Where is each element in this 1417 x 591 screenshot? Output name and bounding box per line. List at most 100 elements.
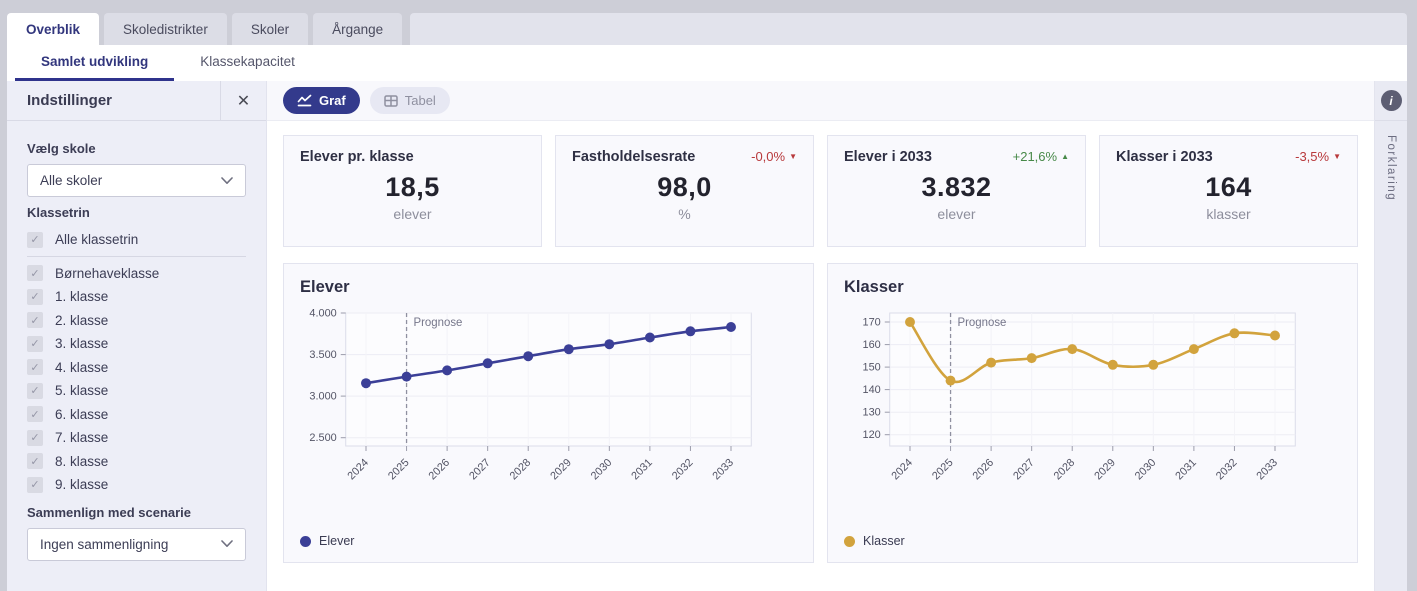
svg-text:2026: 2026 [427, 457, 453, 483]
svg-text:170: 170 [863, 316, 881, 328]
svg-text:2026: 2026 [971, 457, 997, 483]
checkbox-checked-icon[interactable]: ✓ [27, 335, 43, 352]
info-button[interactable]: i [1375, 81, 1407, 121]
chart-row: Elever 2.500 3.000 3.500 4.000 2024 2025 2026 2… [283, 263, 1358, 563]
chevron-down-icon [221, 176, 233, 184]
sidebar-title: Indstillinger [27, 92, 113, 109]
kpi-value: 98,0 [657, 172, 712, 202]
checkbox-boernehaveklasse[interactable]: ✓ Børnehaveklasse [27, 262, 246, 286]
checkbox-2-klasse[interactable]: ✓ 2. klasse [27, 309, 246, 333]
svg-text:3.000: 3.000 [309, 391, 336, 403]
checkbox-label: 8. klasse [55, 453, 109, 469]
tab-overblik[interactable]: Overblik [7, 13, 100, 46]
checkbox-label: 2. klasse [55, 312, 109, 328]
subtab-samlet-udvikling[interactable]: Samlet udvikling [15, 45, 175, 81]
checkbox-checked-icon[interactable]: ✓ [27, 382, 43, 399]
klassetrin-divider [27, 255, 246, 257]
settings-sidebar: Indstillinger ✕ Vælg skole Alle skoler K… [7, 81, 267, 591]
svg-text:150: 150 [863, 362, 881, 374]
table-icon [383, 94, 398, 107]
kpi-card-elever-2033: Elever i 2033 +21,6% ▲ 3.832 elever [827, 135, 1086, 247]
svg-text:120: 120 [863, 429, 881, 441]
checkbox-checked-icon[interactable]: ✓ [27, 312, 43, 329]
tab-skoler[interactable]: Skoler [231, 13, 309, 45]
sidebar-header: Indstillinger ✕ [7, 81, 266, 121]
scenario-select[interactable]: Ingen sammenligning [27, 527, 246, 561]
checkbox-checked-icon[interactable]: ✓ [27, 288, 43, 305]
kpi-unit: elever [937, 206, 976, 222]
dashboard-content: Elever pr. klasse 18,5 elever Fastholdel… [267, 121, 1374, 591]
checkbox-label: Alle klassetrin [55, 232, 139, 248]
legend-dot-klasser [844, 535, 855, 547]
tab-bar-filler [410, 13, 1407, 45]
checkbox-checked-icon[interactable]: ✓ [27, 265, 43, 282]
kpi-title: Elever i 2033 [844, 149, 932, 165]
svg-text:2029: 2029 [1092, 457, 1118, 483]
checkbox-checked-icon[interactable]: ✓ [27, 453, 43, 470]
checkbox-4-klasse[interactable]: ✓ 4. klasse [27, 356, 246, 380]
svg-text:2032: 2032 [670, 457, 696, 483]
svg-text:2031: 2031 [629, 457, 655, 483]
kpi-delta-badge: -0,0% ▼ [751, 149, 797, 164]
subtab-klassekapacitet[interactable]: Klassekapacitet [200, 54, 295, 69]
checkbox-7-klasse[interactable]: ✓ 7. klasse [27, 426, 246, 450]
kpi-unit: % [678, 206, 691, 222]
checkbox-3-klasse[interactable]: ✓ 3. klasse [27, 332, 246, 356]
checkbox-6-klasse[interactable]: ✓ 6. klasse [27, 403, 246, 427]
legend-label: Klasser [863, 534, 905, 548]
chart-title: Elever [300, 278, 350, 296]
checkbox-label: 6. klasse [55, 406, 109, 422]
svg-text:2024: 2024 [889, 457, 915, 483]
caret-down-icon: ▼ [789, 152, 797, 161]
checkbox-5-klasse[interactable]: ✓ 5. klasse [27, 379, 246, 403]
sidebar-body: Vælg skole Alle skoler Klassetrin ✓ Alle… [7, 121, 266, 565]
svg-text:2027: 2027 [467, 457, 493, 483]
klasser-line-chart[interactable]: 120 130 140 150 160 170 2024 2025 2026 2027 2028 20… [844, 303, 1341, 493]
kpi-title: Elever pr. klasse [300, 149, 414, 165]
svg-text:4.000: 4.000 [309, 307, 336, 319]
main-panel: Graf Tabel Elever pr. klasse [267, 81, 1374, 591]
close-icon: ✕ [236, 92, 251, 110]
info-icon: i [1380, 90, 1402, 111]
svg-text:2027: 2027 [1011, 457, 1037, 483]
svg-text:2033: 2033 [1254, 457, 1280, 483]
explanation-panel[interactable]: Forklaring [1375, 121, 1407, 591]
checkbox-alle-klassetrin[interactable]: ✓ Alle klassetrin [27, 228, 246, 252]
chart-legend[interactable]: Klasser [844, 534, 1341, 548]
checkbox-label: Børnehaveklasse [55, 265, 160, 281]
school-select[interactable]: Alle skoler [27, 164, 246, 197]
checkbox-9-klasse[interactable]: ✓ 9. klasse [27, 473, 246, 497]
checkbox-checked-icon[interactable]: ✓ [27, 359, 43, 376]
checkbox-checked-icon[interactable]: ✓ [27, 406, 43, 423]
school-select-label: Vælg skole [27, 141, 96, 156]
checkbox-checked-icon[interactable]: ✓ [27, 231, 43, 248]
close-sidebar-button[interactable]: ✕ [220, 81, 266, 120]
line-chart-icon [297, 94, 312, 107]
tab-aargange[interactable]: Årgange [313, 13, 403, 45]
checkbox-1-klasse[interactable]: ✓ 1. klasse [27, 285, 246, 309]
explanation-label: Forklaring [1385, 135, 1397, 202]
graf-view-button[interactable]: Graf [283, 87, 360, 114]
checkbox-label: 7. klasse [55, 430, 109, 446]
kpi-title: Fastholdelsesrate [572, 149, 696, 165]
checkbox-8-klasse[interactable]: ✓ 8. klasse [27, 450, 246, 474]
svg-text:Prognose: Prognose [414, 317, 463, 329]
tabel-view-button[interactable]: Tabel [369, 87, 450, 114]
checkbox-checked-icon[interactable]: ✓ [27, 476, 43, 493]
svg-text:160: 160 [863, 339, 881, 351]
caret-up-icon: ▲ [1061, 152, 1069, 161]
tab-skoledistrikter[interactable]: Skoledistrikter [104, 13, 227, 45]
chart-title: Klasser [844, 278, 904, 296]
klassetrin-label: Klassetrin [27, 205, 90, 220]
elever-line-chart[interactable]: 2.500 3.000 3.500 4.000 2024 2025 2026 2027 2028… [300, 303, 797, 493]
explanation-rail: i Forklaring [1374, 81, 1407, 591]
kpi-title: Klasser i 2033 [1116, 149, 1213, 165]
svg-text:Prognose: Prognose [958, 317, 1007, 329]
view-toggle-toolbar: Graf Tabel [267, 81, 1374, 121]
chart-legend[interactable]: Elever [300, 534, 797, 548]
chart-card-elever: Elever 2.500 3.000 3.500 4.000 2024 2025 2026 2… [283, 263, 814, 563]
kpi-value: 164 [1205, 172, 1252, 202]
checkbox-checked-icon[interactable]: ✓ [27, 429, 43, 446]
chart-card-klasser: Klasser 120 130 140 150 160 170 2024 2025 2026 20… [827, 263, 1358, 563]
